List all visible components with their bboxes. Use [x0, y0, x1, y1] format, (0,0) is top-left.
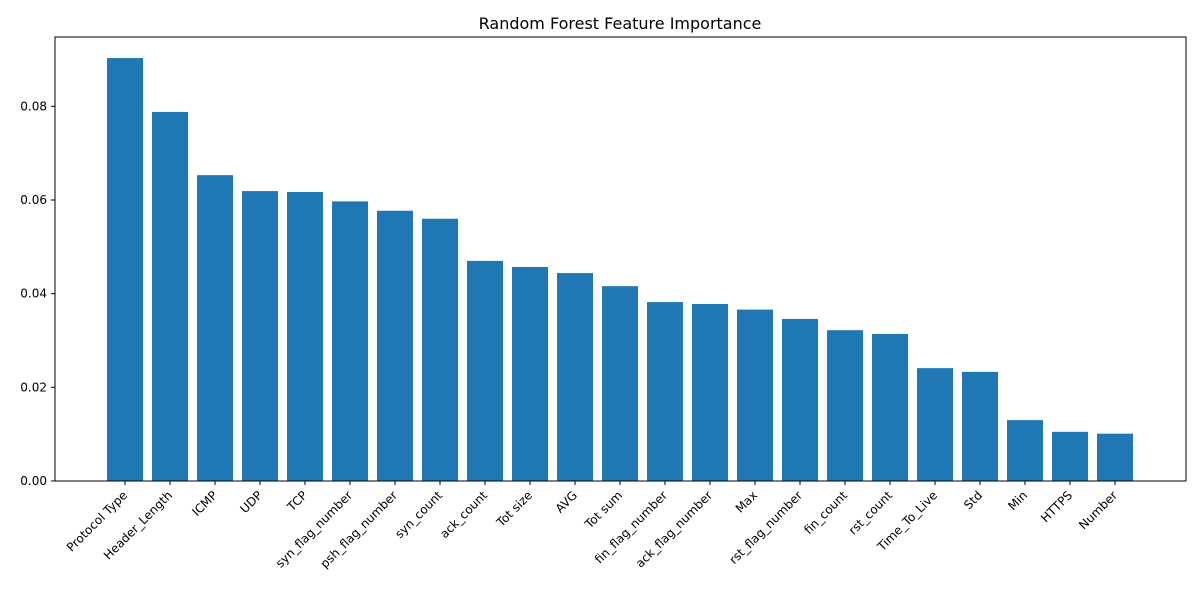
x-tick-label: syn_flag_number	[273, 488, 355, 570]
x-tick-label: psh_flag_number	[318, 488, 401, 571]
x-tick-label: Number	[1076, 488, 1120, 532]
x-tick-label: AVG	[553, 488, 581, 516]
x-tick-label: ack_flag_number	[633, 488, 715, 570]
y-tick-label: 0.04	[20, 287, 47, 301]
bar-avg	[557, 273, 593, 481]
bar-fin-count	[827, 330, 863, 481]
y-tick-label: 0.00	[20, 474, 47, 488]
bar-tcp	[287, 192, 323, 481]
y-tick-label: 0.06	[20, 193, 47, 207]
bar-number	[1097, 433, 1133, 481]
x-tick-label: fin_count	[801, 488, 850, 537]
bar-protocol-type	[107, 58, 143, 481]
x-tick-label: Std	[961, 488, 985, 512]
bar-psh-flag-number	[377, 210, 413, 481]
bar-rst-count	[872, 333, 908, 481]
x-tick-label: HTTPS	[1038, 488, 1075, 525]
x-tick-label: UDP	[237, 488, 265, 516]
bar-min	[1007, 420, 1043, 481]
bar-time-to-live	[917, 368, 953, 481]
bar-ack-flag-number	[692, 303, 728, 481]
bar-udp	[242, 191, 278, 481]
x-tick-label: syn_count	[392, 488, 445, 541]
bar-syn-flag-number	[332, 201, 368, 482]
y-tick-label: 0.08	[20, 99, 47, 113]
plot-frame	[54, 36, 1187, 482]
bar-icmp	[197, 175, 233, 481]
chart-title: Random Forest Feature Importance	[479, 14, 762, 33]
x-tick-label: Tot sum	[581, 488, 625, 532]
bar-std	[962, 371, 998, 481]
x-tick-label: ack_count	[437, 488, 490, 541]
bar-header-length	[152, 111, 188, 481]
y-axis: 0.00 0.02 0.04 0.06 0.08	[20, 99, 55, 488]
bar-ack-count	[467, 260, 503, 481]
bar-tot-size	[512, 266, 548, 481]
bar-max	[737, 309, 773, 481]
x-tick-label: Max	[733, 488, 760, 515]
x-tick-label: ICMP	[189, 488, 220, 519]
bar-rst-flag-number	[782, 318, 818, 481]
bar-syn-count	[422, 218, 458, 482]
bar-tot-sum	[602, 286, 638, 481]
bars-group	[107, 58, 1133, 482]
bar-https	[1052, 431, 1088, 481]
y-tick-label: 0.02	[20, 380, 47, 394]
x-tick-label: TCP	[284, 488, 310, 514]
bar-fin-flag-number	[647, 302, 683, 481]
x-tick-label: Tot size	[493, 488, 535, 530]
x-tick-label: Min	[1005, 488, 1030, 513]
